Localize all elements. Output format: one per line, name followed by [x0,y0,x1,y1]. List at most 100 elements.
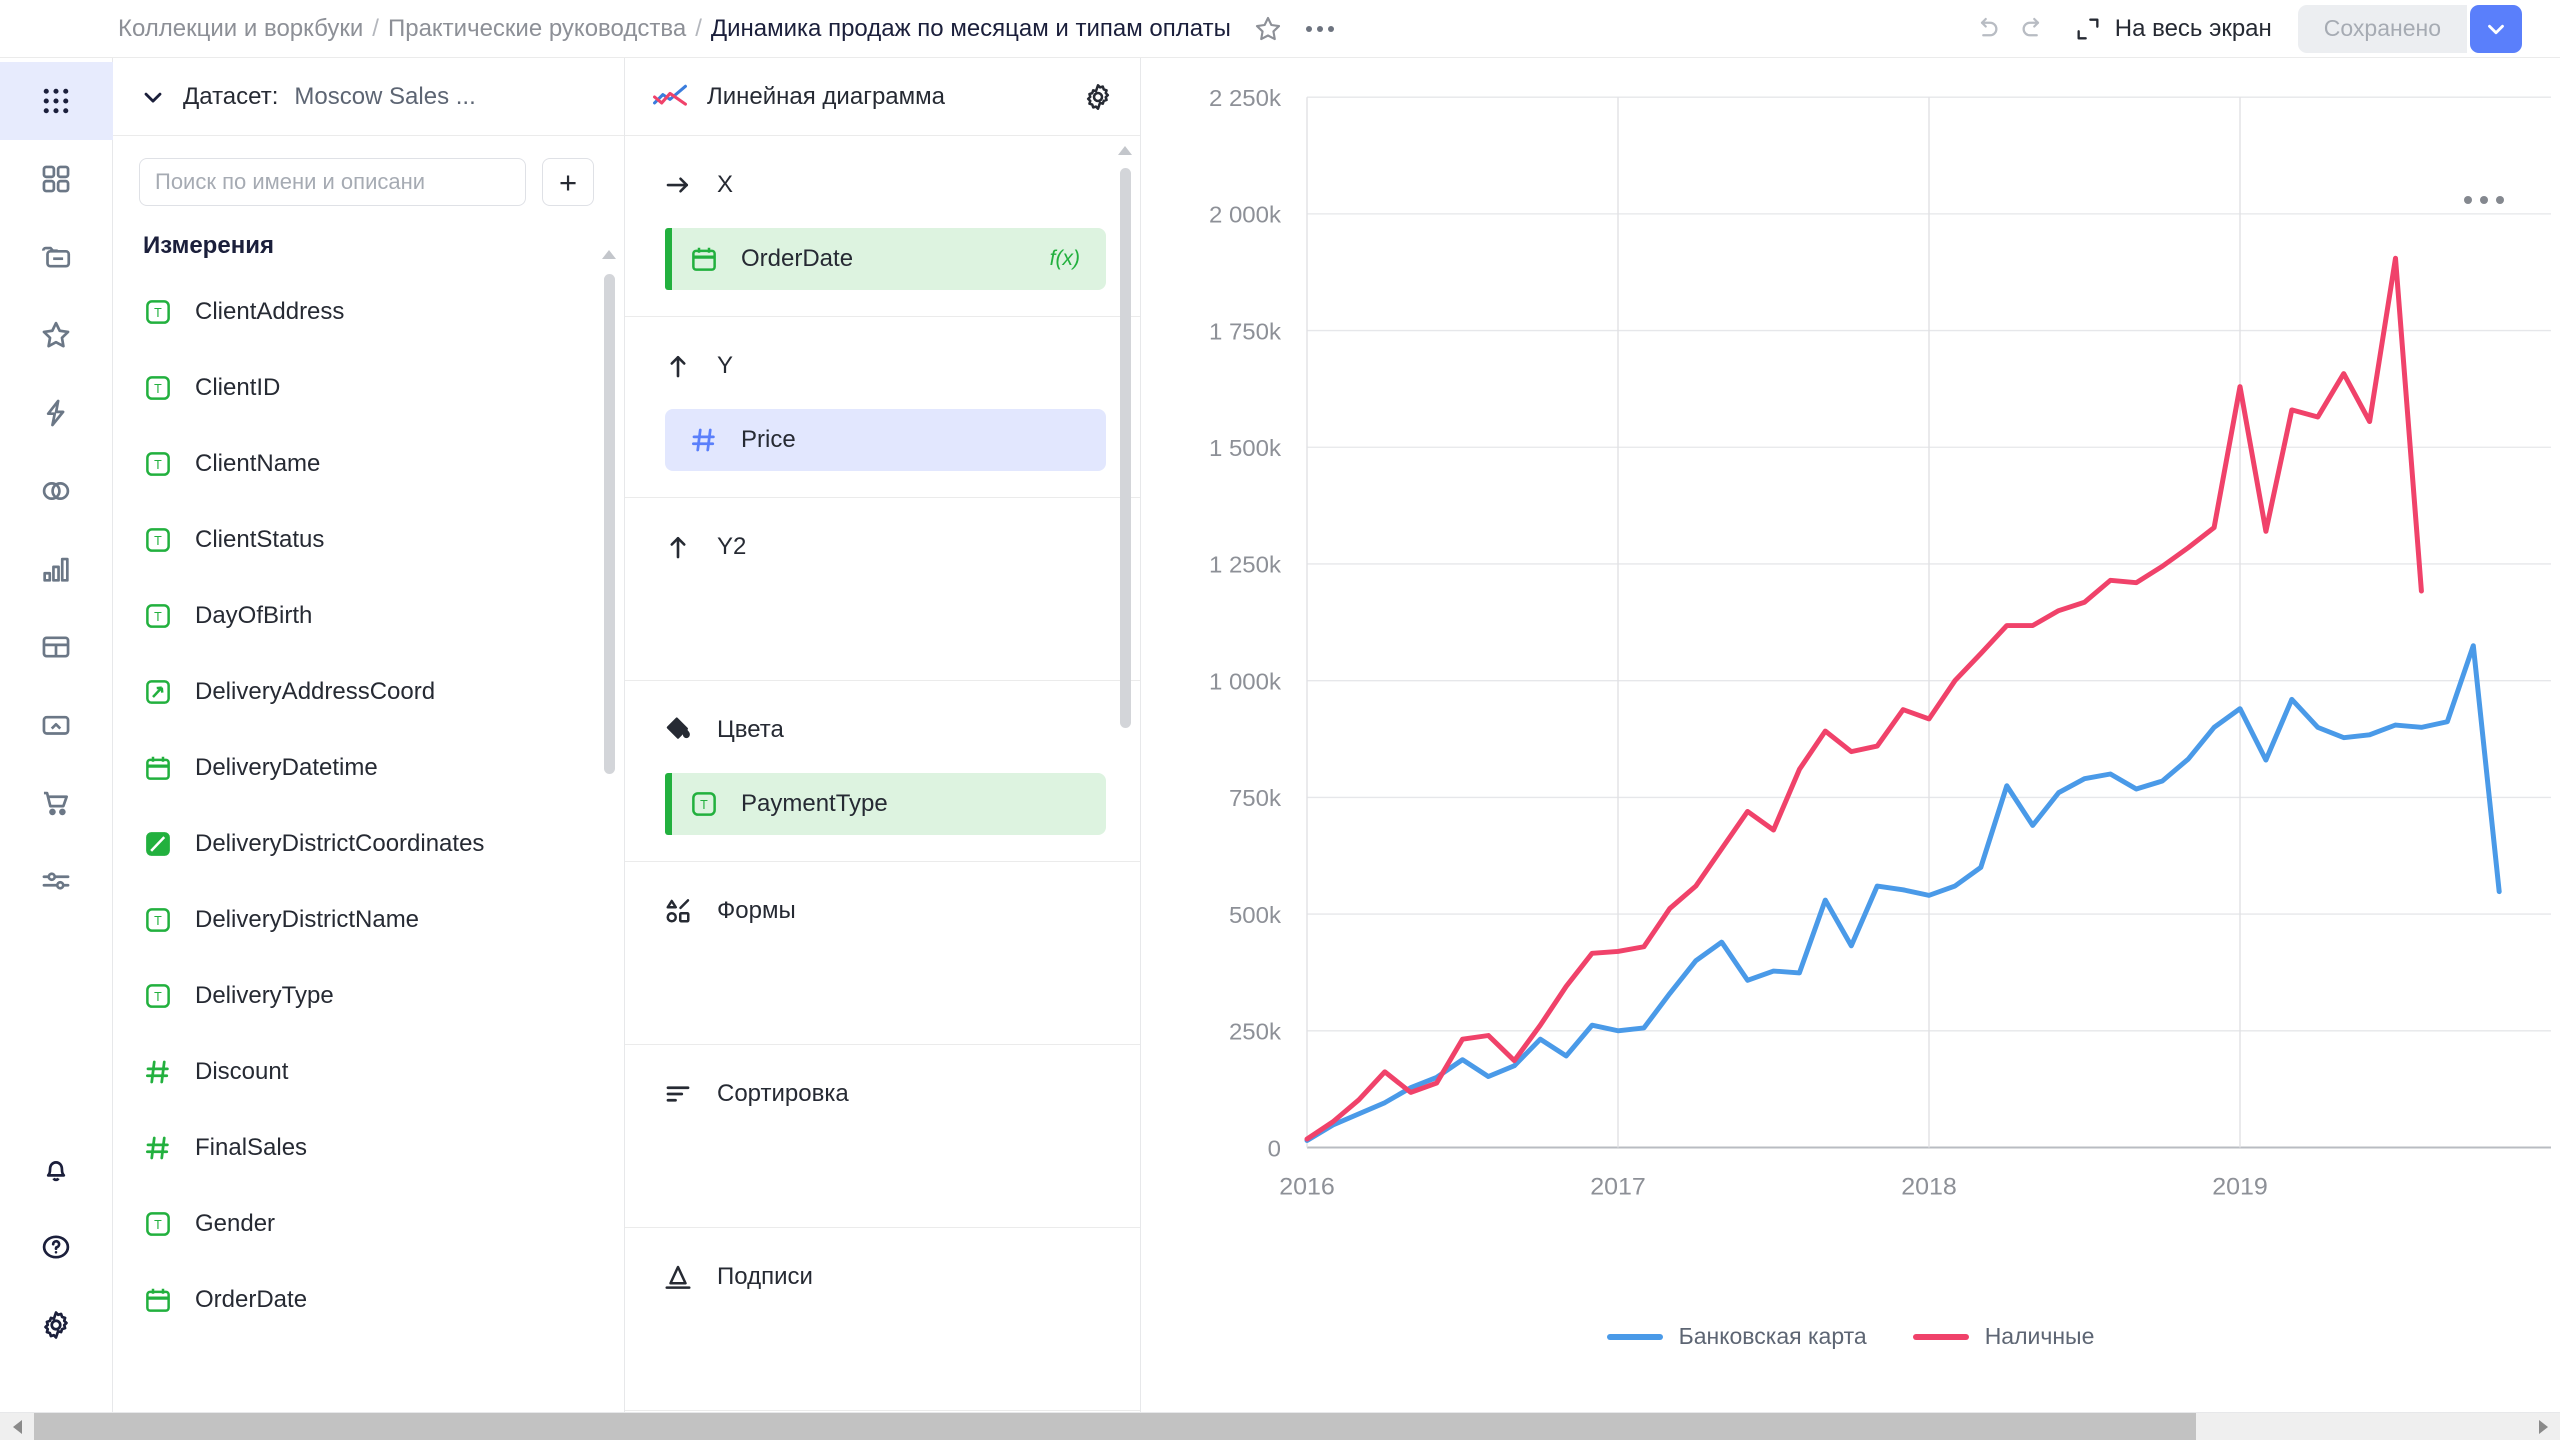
x-axis-tick-label: 2017 [1590,1174,1646,1201]
search-input[interactable] [139,158,526,206]
more-horizontal-icon[interactable] [2464,196,2504,204]
field-list-item[interactable]: T ClientName [139,426,624,502]
viz-drop-placeholder[interactable] [625,1298,1140,1384]
breadcrumb-item-collections[interactable]: Коллекции и воркбуки [118,14,364,42]
viz-section: Y2 [625,498,1140,681]
dataset-name[interactable]: Moscow Sales ... [294,82,476,110]
field-list-item[interactable]: DeliveryDistrictCoordinates [139,806,624,882]
legend-item-cash[interactable]: Наличные [1912,1323,2095,1350]
viz-field-chip[interactable]: Price [665,409,1106,471]
field-name: ClientAddress [195,298,345,325]
viz-section-label: X [717,171,734,198]
sidebar-item-charts[interactable] [0,530,113,608]
sidebar-item-dashboards[interactable] [0,140,113,218]
horizontal-scrollbar[interactable] [0,1412,2560,1440]
field-rows: T ClientAddress T ClientID T ClientName … [139,274,624,1338]
dataset-selector[interactable]: Датасет: Moscow Sales ... [113,58,624,136]
breadcrumb-separator: / [695,14,702,42]
breadcrumb-item-guides[interactable]: Практические руководства [387,14,687,42]
fullscreen-button[interactable]: На весь экран [2074,15,2272,43]
star-icon[interactable] [1251,12,1285,46]
viz-section: X OrderDate f(x) [625,136,1140,317]
series-line[interactable] [1304,255,2424,1142]
sidebar-item-help[interactable] [0,1208,113,1286]
chart-type-selector[interactable]: Линейная диаграмма [625,58,1140,136]
sidebar-item-connections[interactable] [0,686,113,764]
chevron-down-icon[interactable] [139,83,167,111]
field-list-item[interactable]: T Gender [139,1186,624,1262]
sidebar-item-settings-panel[interactable] [0,842,113,920]
redo-icon[interactable] [2010,6,2056,52]
viz-drop-placeholder[interactable] [625,932,1140,1018]
y-axis-tick-label: 2 250k [1209,85,1281,112]
text-field-icon: T [689,789,719,819]
svg-text:T: T [700,798,708,812]
help-circle-icon [39,1230,73,1264]
add-field-button[interactable]: + [542,158,594,206]
viz-drop-placeholder[interactable] [625,1115,1140,1201]
sidebar-item-quick[interactable] [0,374,113,452]
sidebar-item-datasets[interactable] [0,452,113,530]
field-list-item[interactable]: DeliveryAddressCoord [139,654,624,730]
viz-panel-scrollbar[interactable] [1120,168,1131,728]
viz-drop-placeholder[interactable] [625,568,1140,654]
field-list-scroll-up-arrow[interactable] [602,250,616,259]
viz-section-header: X [625,164,1140,206]
scrollbar-track[interactable] [2196,1412,2526,1440]
sidebar-item-settings[interactable] [0,1286,113,1364]
save-button[interactable]: Сохранено [2297,4,2467,53]
y-axis-tick-label: 1 750k [1209,319,1281,346]
field-list-item[interactable]: T DayOfBirth [139,578,624,654]
field-list-scrollbar[interactable] [604,274,615,774]
viz-section-header: Подписи [625,1256,1140,1298]
left-navigation-rail [0,0,113,1412]
viz-section-list: X OrderDate f(x) Y Price Y2 Цвета [625,136,1140,1411]
chart-legend: Банковская карта Наличные [1141,1323,2560,1350]
sidebar-item-apps[interactable] [0,62,113,140]
viz-section-header: Формы [625,890,1140,932]
scroll-left-arrow[interactable] [0,1412,34,1440]
sidebar-item-marketplace[interactable] [0,764,113,842]
svg-text:T: T [154,990,162,1004]
scrollbar-thumb[interactable] [34,1412,2194,1440]
field-list-item[interactable]: FinalSales [139,1110,624,1186]
sidebar-item-favorites[interactable] [0,296,113,374]
text-field-icon: T [143,449,173,479]
field-list-item[interactable]: T ClientStatus [139,502,624,578]
legend-item-card[interactable]: Банковская карта [1606,1323,1867,1350]
scroll-right-arrow[interactable] [2526,1412,2560,1440]
viz-section-label: Цвета [717,716,784,743]
line-chart-icon [651,82,689,112]
viz-scroll-up-arrow[interactable] [1118,146,1132,155]
field-list-item[interactable]: T DeliveryDistrictName [139,882,624,958]
text-field-icon: T [143,981,173,1011]
viz-field-chip[interactable]: OrderDate f(x) [665,228,1106,290]
sidebar-item-tables[interactable] [0,608,113,686]
formula-icon[interactable]: f(x) [1049,247,1080,270]
field-list-item[interactable]: T ClientID [139,350,624,426]
more-horizontal-icon[interactable] [1303,16,1337,42]
viz-field-chip[interactable]: T PaymentType [665,773,1106,835]
legend-label: Наличные [1984,1323,2095,1349]
sidebar-item-collections[interactable] [0,218,113,296]
sidebar-item-notifications[interactable] [0,1130,113,1208]
field-section-title: Измерения [143,232,274,259]
viz-section-label: Y [717,352,734,379]
field-list-item[interactable]: DeliveryDatetime [139,730,624,806]
folder-icon [39,240,73,274]
viz-section-header: Цвета [625,709,1140,751]
gear-icon[interactable] [1082,81,1114,113]
undo-icon[interactable] [1964,6,2010,52]
field-list-item[interactable]: OrderDate [139,1262,624,1338]
legend-swatch [1606,1333,1663,1340]
save-dropdown-button[interactable] [2470,4,2522,53]
field-list-item[interactable]: T ClientAddress [139,274,624,350]
series-line[interactable] [1304,643,2502,1143]
field-list-item[interactable]: T DeliveryType [139,958,624,1034]
text-field-icon: T [143,297,173,327]
y-axis-tick-label: 0 [1268,1136,1281,1163]
svg-text:T: T [154,534,162,548]
y-axis-tick-label: 750k [1229,785,1281,812]
dataset-search-row: + [113,136,624,222]
field-list-item[interactable]: Discount [139,1034,624,1110]
